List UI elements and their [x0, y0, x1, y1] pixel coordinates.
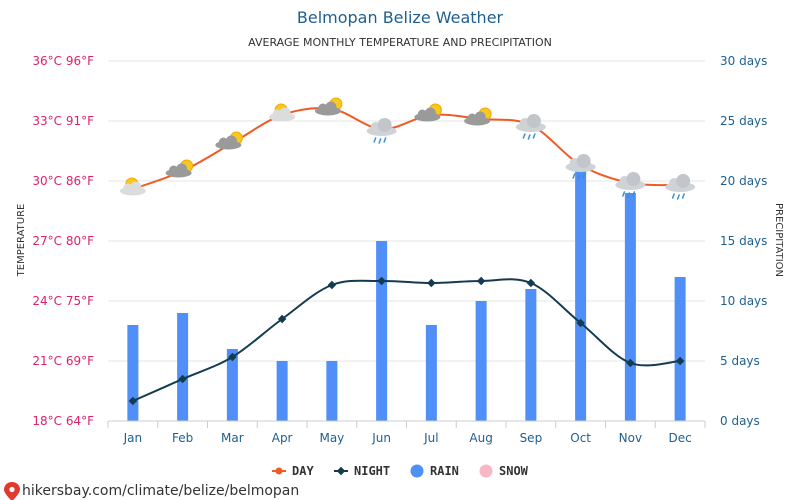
rain-cloud-icon — [515, 114, 546, 140]
month-label: Sep — [520, 431, 543, 445]
precipitation-tick-label: 15 days — [720, 234, 767, 248]
left-axis-title: TEMPERATURE — [16, 204, 27, 278]
legend: DAY NIGHT RAIN SNOW — [272, 464, 529, 478]
night-point — [626, 358, 635, 368]
rain-cloud-icon — [665, 174, 696, 200]
night-point — [327, 280, 337, 290]
right-axis-title: PRECIPITATION — [773, 203, 784, 277]
legend-label: NIGHT — [354, 464, 390, 478]
gridlines — [108, 60, 705, 422]
rain-cloud-icon — [615, 172, 646, 198]
month-label: Aug — [469, 431, 492, 445]
rain-bar — [674, 277, 686, 421]
rain-bar — [525, 289, 537, 421]
legend-item-snow: SNOW — [479, 464, 529, 478]
rain-cloud-icon — [366, 118, 397, 144]
precipitation-tick-label: 10 days — [720, 294, 767, 308]
month-label: May — [319, 431, 344, 445]
sun-cloud-icon — [119, 177, 146, 196]
cloud-sun-icon — [464, 107, 492, 126]
weather-icons — [119, 97, 696, 200]
source-url[interactable]: hikersbay.com/climate/belize/belmopan — [22, 483, 299, 499]
month-label: Dec — [669, 431, 692, 445]
rain-bar — [276, 361, 288, 421]
rain-bar — [376, 241, 388, 421]
month-label: Jan — [123, 431, 143, 445]
map-pin-icon — [4, 482, 20, 500]
month-label: Jun — [371, 431, 391, 445]
cloud-sun-icon — [314, 97, 343, 116]
temperature-tick-label: 33°C 91°F — [32, 114, 94, 128]
temperature-tick-label: 30°C 86°F — [32, 174, 94, 188]
rain-bar — [624, 193, 636, 421]
cloud-sun-icon — [414, 103, 442, 122]
month-axis: Jan Feb Mar Apr May Jun Jul Aug Sep Oct Nov Dec — [107, 420, 706, 445]
precipitation-tick-label: 0 days — [720, 414, 760, 428]
precipitation-tick-label: 5 days — [720, 354, 760, 368]
rain-cloud-icon — [565, 154, 596, 180]
cloud-sun-icon — [165, 159, 194, 178]
rain-bar — [127, 325, 139, 421]
night-point — [476, 276, 486, 286]
legend-item-night: NIGHT — [334, 464, 390, 478]
source-link[interactable]: hikersbay.com/climate/belize/belmopan — [4, 482, 299, 500]
night-point — [576, 318, 585, 328]
month-label: Nov — [619, 431, 642, 445]
night-point — [178, 374, 187, 384]
rain-bar — [226, 349, 238, 421]
sun-cloud-icon — [269, 103, 296, 122]
night-point — [427, 278, 436, 288]
legend-label: DAY — [292, 464, 314, 478]
legend-label: RAIN — [430, 464, 459, 478]
chart-subtitle: AVERAGE MONTHLY TEMPERATURE AND PRECIPIT… — [248, 36, 552, 49]
rain-bar — [177, 313, 189, 421]
temperature-tick-label: 27°C 80°F — [32, 234, 94, 248]
day-line — [132, 107, 681, 190]
temperature-tick-label: 36°C 96°F — [32, 54, 94, 68]
legend-label: SNOW — [499, 464, 529, 478]
temperature-axis: 18°C 64°F 21°C 69°F 24°C 75°F 27°C 80°F 30°C… — [32, 54, 94, 428]
rain-bar — [475, 301, 487, 421]
rain-bar — [326, 361, 338, 421]
temperature-tick-label: 18°C 64°F — [32, 414, 94, 428]
temperature-tick-label: 21°C 69°F — [32, 354, 94, 368]
precipitation-tick-label: 20 days — [720, 174, 767, 188]
rain-bar — [575, 169, 587, 421]
night-point — [675, 356, 685, 366]
temperature-lines — [128, 105, 685, 406]
month-label: Jul — [423, 431, 438, 445]
chart-title: Belmopan Belize Weather — [297, 8, 504, 27]
temperature-tick-label: 24°C 75°F — [32, 294, 94, 308]
month-label: Feb — [172, 431, 193, 445]
precipitation-axis: 0 days 5 days 10 days 15 days 20 days 25 days… — [720, 54, 767, 428]
night-point — [377, 276, 386, 286]
month-label: Apr — [272, 431, 293, 445]
night-point — [228, 352, 237, 362]
night-point — [128, 396, 138, 406]
rain-bars — [127, 169, 686, 421]
month-label: Mar — [221, 431, 244, 445]
legend-item-rain: RAIN — [410, 464, 459, 478]
cloud-sun-icon — [215, 131, 243, 150]
legend-item-day: DAY — [272, 464, 314, 478]
night-point — [277, 314, 287, 324]
night-line — [132, 278, 681, 402]
precipitation-tick-label: 30 days — [720, 54, 767, 68]
rain-bar — [425, 325, 437, 421]
precipitation-tick-label: 25 days — [720, 114, 767, 128]
month-label: Oct — [570, 431, 591, 445]
night-point — [526, 278, 536, 288]
